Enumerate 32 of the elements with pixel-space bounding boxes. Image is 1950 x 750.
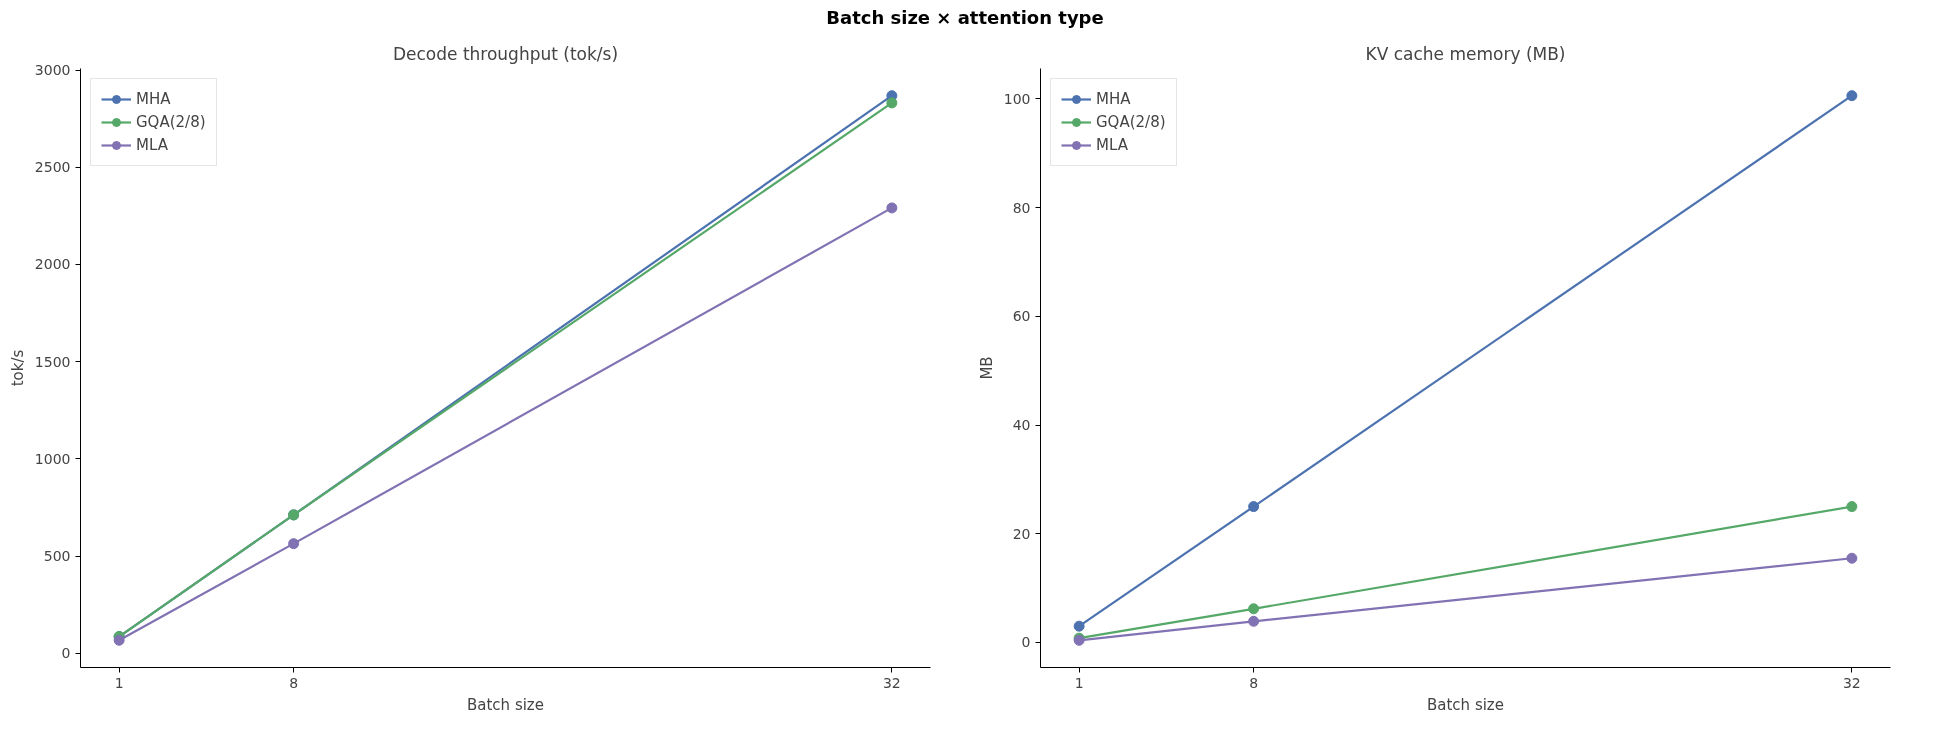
x-axis-title: Batch size [467,695,544,714]
x-axis-title: Batch size [1427,695,1504,714]
legend-label: MLA [1096,135,1128,154]
y-tick-label: 0 [61,645,71,662]
y-tick-label: 100 [1003,90,1031,107]
x-tick-label: 32 [1842,674,1861,691]
y-tick-label: 0 [1021,634,1031,651]
y-tick-label: 500 [43,547,71,564]
x-tick-label: 1 [114,674,124,691]
legend-label: MHA [136,89,171,108]
y-axis-title: tok/s [8,349,27,387]
y-axis-title: MB [977,356,996,380]
x-tick-label: 1 [1074,674,1084,691]
y-tick-label: 60 [1012,308,1031,325]
legend-label: MLA [136,135,168,154]
y-tick-label: 1500 [34,353,71,370]
text: Batch size × attention type [826,6,1104,30]
y-tick-label: 2500 [34,158,71,175]
x-tick-label: 8 [1249,674,1259,691]
x-tick-label: 8 [289,674,299,691]
y-tick-label: 80 [1012,199,1031,216]
legend-label: GQA(2/8) [1096,112,1166,131]
y-tick-label: 2000 [34,256,71,273]
y-tick-label: 3000 [34,61,71,78]
y-tick-label: 40 [1012,416,1031,433]
legend-label: GQA(2/8) [136,112,206,131]
x-tick-label: 32 [882,674,901,691]
chart-title: KV cache memory (MB) [1365,43,1566,64]
y-tick-label: 1000 [34,450,71,467]
y-tick-label: 20 [1012,525,1031,542]
legend-label: MHA [1096,89,1131,108]
chart-title: Decode throughput (tok/s) [392,43,619,64]
